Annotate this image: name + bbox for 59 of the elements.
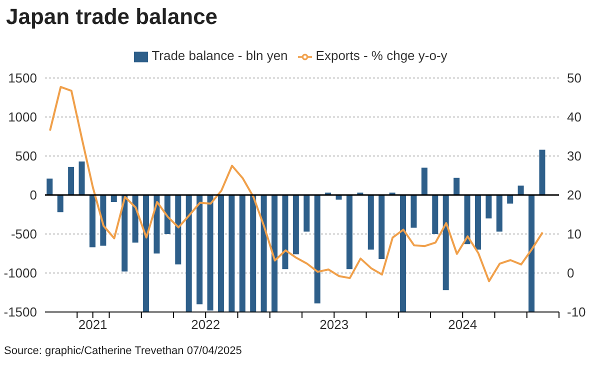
bar bbox=[207, 195, 214, 310]
bar bbox=[239, 195, 246, 312]
bar bbox=[486, 195, 492, 218]
y-tick-label: 1000 bbox=[8, 110, 37, 125]
bar bbox=[196, 195, 203, 304]
bar bbox=[250, 195, 256, 312]
bar bbox=[68, 166, 74, 195]
bar bbox=[218, 195, 224, 312]
y2-tick-label: 50 bbox=[567, 70, 582, 86]
y-tick-label: 1500 bbox=[8, 70, 37, 86]
chart-title: Japan trade balance bbox=[6, 4, 218, 30]
source-note: Source: graphic/Catherine Trevethan 07/04/2025 bbox=[4, 345, 242, 357]
y-tick-label: -500 bbox=[10, 226, 37, 242]
bar bbox=[292, 195, 299, 254]
x-tick-label: 2023 bbox=[320, 317, 349, 332]
bar bbox=[282, 195, 288, 270]
y-tick-label: 0 bbox=[30, 188, 37, 203]
bar bbox=[410, 195, 417, 228]
bar bbox=[539, 150, 546, 195]
y-tick-label: 500 bbox=[15, 148, 37, 164]
bar bbox=[496, 195, 502, 232]
bar bbox=[78, 161, 85, 195]
bar bbox=[143, 195, 150, 312]
line-series bbox=[48, 86, 544, 282]
bar bbox=[314, 195, 320, 304]
bar bbox=[46, 178, 53, 195]
y-tick-label: -1500 bbox=[4, 304, 37, 320]
bar bbox=[304, 195, 310, 232]
bar bbox=[346, 195, 352, 270]
x-tick-label: 2022 bbox=[191, 317, 220, 332]
bar bbox=[122, 195, 128, 272]
x-tick-label: 2024 bbox=[448, 317, 478, 332]
bar bbox=[474, 195, 481, 250]
bar bbox=[228, 195, 235, 312]
bar bbox=[260, 195, 267, 312]
bar bbox=[175, 195, 182, 264]
y2-tick-label: 0 bbox=[567, 266, 574, 281]
y2-tick-label: 40 bbox=[567, 110, 582, 125]
bar bbox=[454, 178, 460, 195]
y-tick-label: -1000 bbox=[4, 266, 37, 281]
y2-tick-label: 20 bbox=[567, 188, 582, 203]
bar bbox=[442, 195, 449, 290]
bar bbox=[421, 168, 428, 195]
legend-label: Exports - % chge y-o-y bbox=[316, 48, 448, 63]
bar bbox=[432, 195, 438, 234]
y2-tick-label: 30 bbox=[567, 148, 582, 164]
bar bbox=[368, 195, 374, 250]
bar bbox=[186, 195, 192, 312]
bar bbox=[378, 195, 385, 259]
bar bbox=[528, 195, 535, 312]
y2-tick-label: -10 bbox=[567, 304, 586, 320]
bar bbox=[272, 195, 278, 312]
legend-label: Trade balance - bln yen bbox=[152, 48, 288, 63]
bar bbox=[518, 186, 524, 195]
y2-tick-label: 10 bbox=[567, 226, 582, 242]
x-tick-label: 2021 bbox=[78, 317, 108, 332]
bar bbox=[89, 195, 96, 248]
bar bbox=[57, 195, 64, 212]
bar bbox=[400, 195, 406, 312]
